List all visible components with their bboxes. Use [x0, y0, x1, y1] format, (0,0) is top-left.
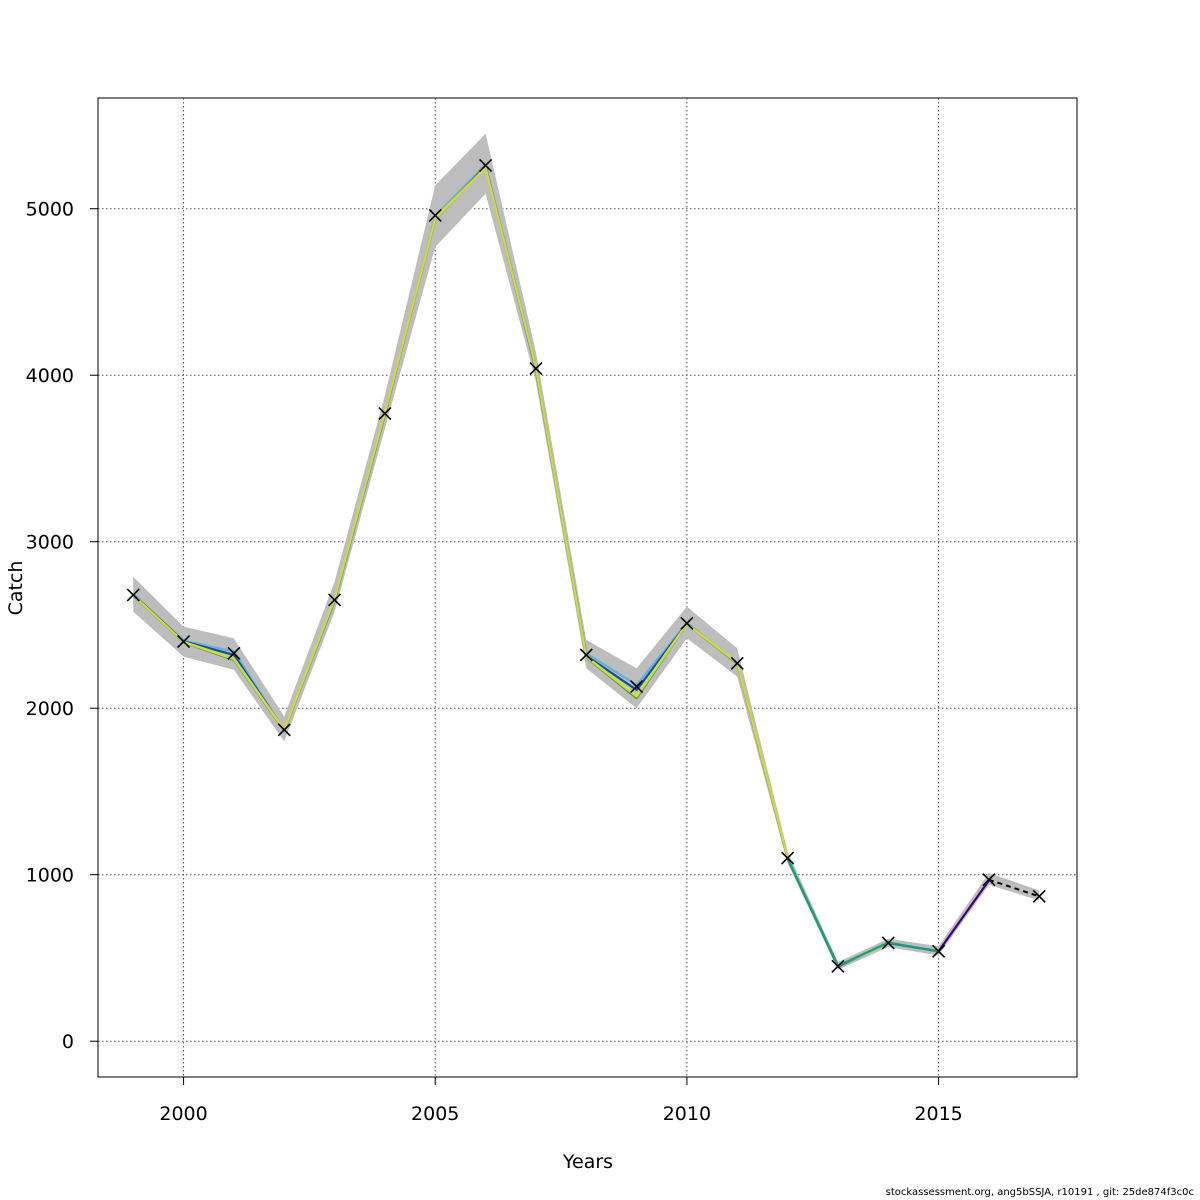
y-tick-label: 5000 [26, 199, 74, 221]
series-line [937, 879, 990, 952]
point-stroke [730, 656, 744, 670]
observed-point [932, 944, 946, 958]
point-stroke [831, 959, 845, 973]
point-stroke [378, 406, 392, 421]
point-stroke [881, 936, 895, 950]
point-stroke [479, 158, 493, 172]
y-tick-label: 0 [62, 1031, 74, 1053]
plot-frame [97, 97, 1078, 1078]
axis-ticks: 2000 2005 2010 2015 0 1000 2000 3000 4000 5000 [26, 199, 963, 1125]
x-tick-label: 2000 [159, 1103, 207, 1125]
observed-point [479, 158, 493, 172]
point-stroke [1032, 889, 1046, 903]
observed-points [126, 158, 1046, 973]
y-tick-label: 3000 [26, 532, 74, 554]
point-stroke [177, 635, 191, 649]
observed-point [428, 208, 442, 222]
point-stroke [579, 648, 593, 662]
series-lines [132, 163, 1040, 968]
x-tick-label: 2005 [411, 1103, 459, 1125]
point-stroke [630, 679, 644, 694]
point-stroke [932, 944, 946, 958]
series-line [786, 858, 939, 968]
observed-point [277, 723, 291, 737]
observed-point [177, 635, 191, 649]
observed-point [1032, 889, 1046, 903]
point-stroke [781, 851, 795, 865]
observed-point [831, 959, 845, 973]
series-line [132, 166, 789, 858]
observed-point [227, 646, 241, 660]
point-stroke [227, 646, 241, 660]
observed-point [630, 679, 644, 694]
y-axis-title: Catch [5, 561, 27, 616]
observed-point [328, 593, 342, 607]
observed-point [126, 588, 140, 602]
x-tick-label: 2015 [914, 1103, 962, 1125]
observed-point [680, 616, 694, 630]
y-tick-label: 2000 [26, 698, 74, 720]
point-stroke [277, 723, 291, 737]
observed-point [881, 936, 895, 950]
x-tick-label: 2010 [663, 1103, 711, 1125]
point-stroke [680, 616, 694, 630]
observed-point [378, 406, 392, 421]
point-stroke [428, 208, 442, 222]
point-stroke [982, 873, 996, 887]
point-stroke [126, 588, 140, 602]
observed-point [579, 648, 593, 662]
footer-credit: stockassessment.org, ang5bSSJA, r10191 ,… [885, 1187, 1194, 1198]
observed-point [781, 851, 795, 865]
y-tick-label: 4000 [26, 365, 74, 387]
observed-point [529, 361, 543, 376]
y-tick-label: 1000 [26, 865, 74, 887]
grid-lines [98, 98, 1077, 1077]
x-axis-title: Years [562, 1151, 613, 1173]
point-stroke [328, 593, 342, 607]
point-stroke [529, 361, 543, 376]
observed-point [982, 873, 996, 887]
observed-point [730, 656, 744, 670]
